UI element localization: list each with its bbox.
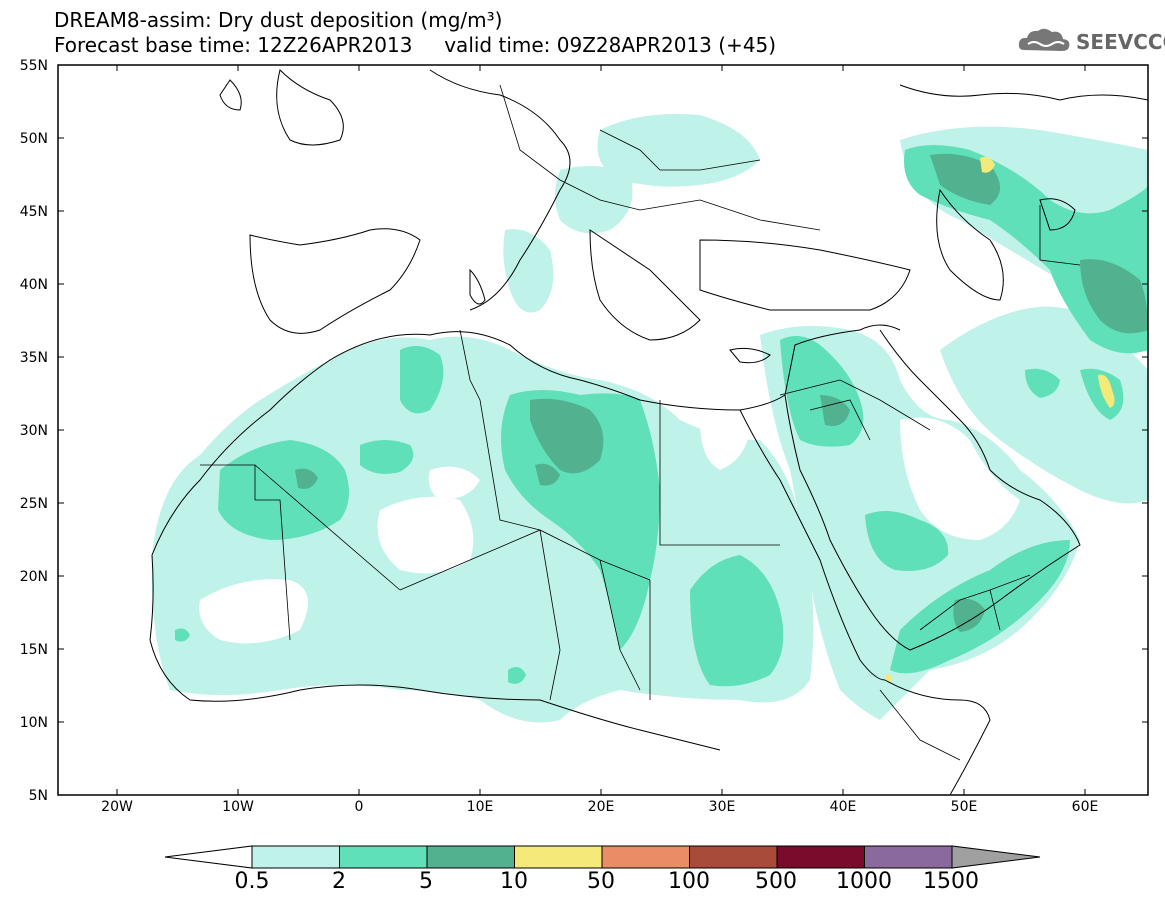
forecast-time-subtitle: Forecast base time: 12Z26APR2013 valid t… — [54, 33, 777, 57]
cloud-icon — [1018, 28, 1070, 51]
colorbar-label: 100 — [668, 869, 710, 894]
country-borders — [200, 84, 1081, 761]
lat-label: 55N — [19, 58, 48, 74]
lon-label: 0 — [354, 799, 364, 815]
lon-label: 10W — [222, 799, 254, 815]
lat-label: 45N — [19, 204, 48, 220]
coastlines — [149, 69, 1148, 795]
colorbar-label: 500 — [755, 869, 797, 894]
lon-label: 30E — [708, 799, 736, 815]
seevccc-logo: SEEVCCC — [1016, 24, 1165, 58]
lat-label: 5N — [28, 788, 48, 804]
lon-label: 50E — [950, 799, 978, 815]
map-title: DREAM8-assim: Dry dust deposition (mg/m³… — [54, 8, 503, 32]
lon-label: 10E — [466, 799, 494, 815]
colorbar-label: 0.5 — [234, 869, 270, 894]
map-plot-area — [58, 65, 1148, 795]
colorbar-label: 5 — [419, 869, 433, 894]
colorbar-label: 2 — [332, 869, 346, 894]
colorbar-label: 1000 — [836, 869, 892, 894]
colorbar-label: 1500 — [923, 869, 979, 894]
lat-label: 20N — [19, 569, 48, 585]
lat-label: 50N — [19, 131, 48, 147]
lon-label: 60E — [1071, 799, 1099, 815]
lat-label: 35N — [19, 350, 48, 366]
lat-label: 10N — [19, 715, 48, 731]
clear-areas — [199, 416, 1020, 644]
lon-label: 20W — [101, 799, 133, 815]
lat-label: 15N — [19, 642, 48, 658]
logo-text: SEEVCCC — [1076, 30, 1165, 54]
lon-label: 40E — [829, 799, 857, 815]
colorbar-label: 50 — [587, 869, 615, 894]
lat-label: 25N — [19, 496, 48, 512]
lat-label: 30N — [19, 423, 48, 439]
lat-label: 40N — [19, 277, 48, 293]
colorbar-label: 10 — [500, 869, 528, 894]
lon-label: 20E — [587, 799, 615, 815]
deposition-peak — [886, 156, 1115, 682]
